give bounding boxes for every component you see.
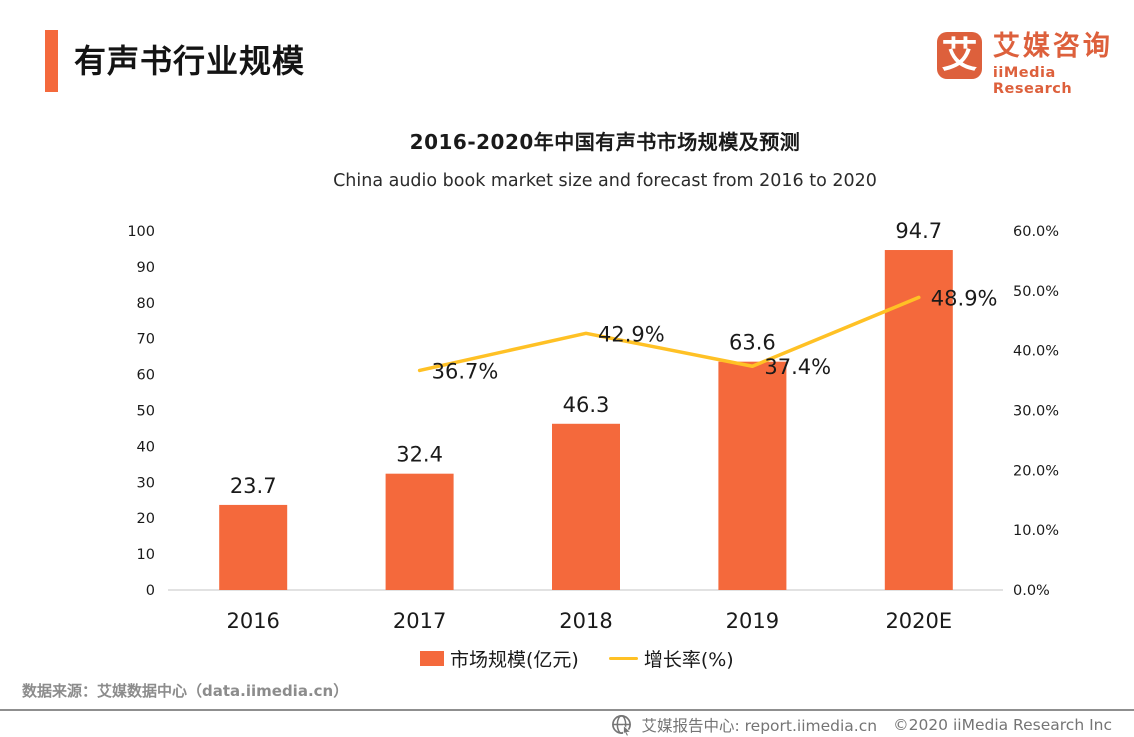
legend-item-market-size: 市场规模(亿元) — [420, 645, 579, 672]
y-right-tick: 40.0% — [1013, 344, 1059, 360]
page-title: 有声书行业规模 — [74, 42, 306, 80]
growth-rate-label: 37.4% — [764, 355, 831, 379]
logo-name-en: iiMedia Research — [992, 64, 1073, 97]
growth-rate-label: 36.7% — [432, 359, 499, 383]
y-right-tick: 20.0% — [1013, 463, 1059, 479]
legend-item-growth-rate: 增长率(%) — [608, 645, 734, 672]
growth-rate-label: 42.9% — [598, 322, 665, 346]
y-right-tick: 30.0% — [1013, 404, 1059, 420]
x-category-label: 2020E — [885, 609, 952, 633]
bar-value-label: 46.3 — [563, 393, 610, 417]
growth-rate-line — [417, 295, 921, 373]
footer-report-center: 艾媒报告中心: report.iimedia.cn — [641, 717, 878, 735]
y-left-tick: 20 — [137, 511, 155, 527]
x-category-label: 2017 — [393, 609, 446, 633]
bar-value-label: 94.7 — [895, 219, 942, 243]
globe-cursor-icon — [612, 715, 632, 736]
data-source-note: 数据来源：艾媒数据中心（data.iimedia.cn） — [22, 682, 349, 700]
iimedia-logo: 艾 艾媒咨询 iiMedia Research — [937, 32, 1134, 97]
bar-value-label: 23.7 — [230, 474, 277, 498]
y-right-tick: 50.0% — [1013, 284, 1059, 300]
title-accent-bar — [45, 30, 58, 92]
logo-name-cn: 艾媒咨询 — [992, 31, 1113, 62]
chart-title-block: 2016-2020年中国有声书市场规模及预测 China audio book … — [90, 126, 1120, 191]
x-category-label: 2019 — [726, 609, 779, 633]
bar-swatch-icon — [420, 651, 444, 666]
y-right-tick: 60.0% — [1013, 224, 1059, 240]
y-left-tick: 40 — [137, 439, 155, 455]
bar-2019 — [718, 361, 787, 590]
y-left-tick: 0 — [146, 583, 155, 599]
bar-2017 — [385, 473, 454, 590]
y-right-tick: 0.0% — [1013, 583, 1050, 599]
logo-text: 艾媒咨询 iiMedia Research — [993, 32, 1134, 97]
footer-divider — [0, 709, 1134, 711]
chart-title-en: China audio book market size and forecas… — [333, 171, 877, 191]
y-right-tick: 10.0% — [1013, 523, 1059, 539]
y-left-tick: 70 — [137, 332, 155, 348]
growth-rate-label: 48.9% — [931, 286, 998, 310]
chart-title-cn: 2016-2020年中国有声书市场规模及预测 — [409, 130, 801, 154]
chart-legend: 市场规模(亿元) 增长率(%) — [420, 645, 734, 672]
y-left-tick: 80 — [137, 296, 155, 312]
bar-value-label: 32.4 — [396, 443, 443, 467]
y-left-tick: 100 — [127, 224, 155, 240]
line-swatch-icon — [608, 656, 638, 661]
x-category-label: 2016 — [226, 609, 279, 633]
market-size-forecast-chart: 0 10 20 30 40 50 60 70 80 90 100 0.0% 10.0% 20.0% 30.0… — [127, 219, 1059, 633]
y-left-tick: 60 — [137, 368, 155, 384]
iimedia-logo-icon: 艾 — [937, 32, 982, 79]
bar-value-label: 63.6 — [729, 331, 776, 355]
bar-2018 — [552, 423, 620, 590]
legend-label-growth-rate: 增长率(%) — [643, 649, 734, 671]
bar-2016 — [219, 504, 288, 590]
y-left-tick: 90 — [137, 260, 155, 276]
x-category-label: 2018 — [559, 609, 612, 633]
y-left-tick: 30 — [137, 475, 155, 491]
footer-bar: 艾媒报告中心: report.iimedia.cn ©2020 iiMedia … — [611, 714, 1112, 736]
y-left-tick: 50 — [137, 404, 155, 420]
footer-copyright: ©2020 iiMedia Research Inc — [893, 716, 1112, 734]
legend-label-market-size: 市场规模(亿元) — [450, 649, 579, 671]
y-left-tick: 10 — [137, 547, 155, 563]
